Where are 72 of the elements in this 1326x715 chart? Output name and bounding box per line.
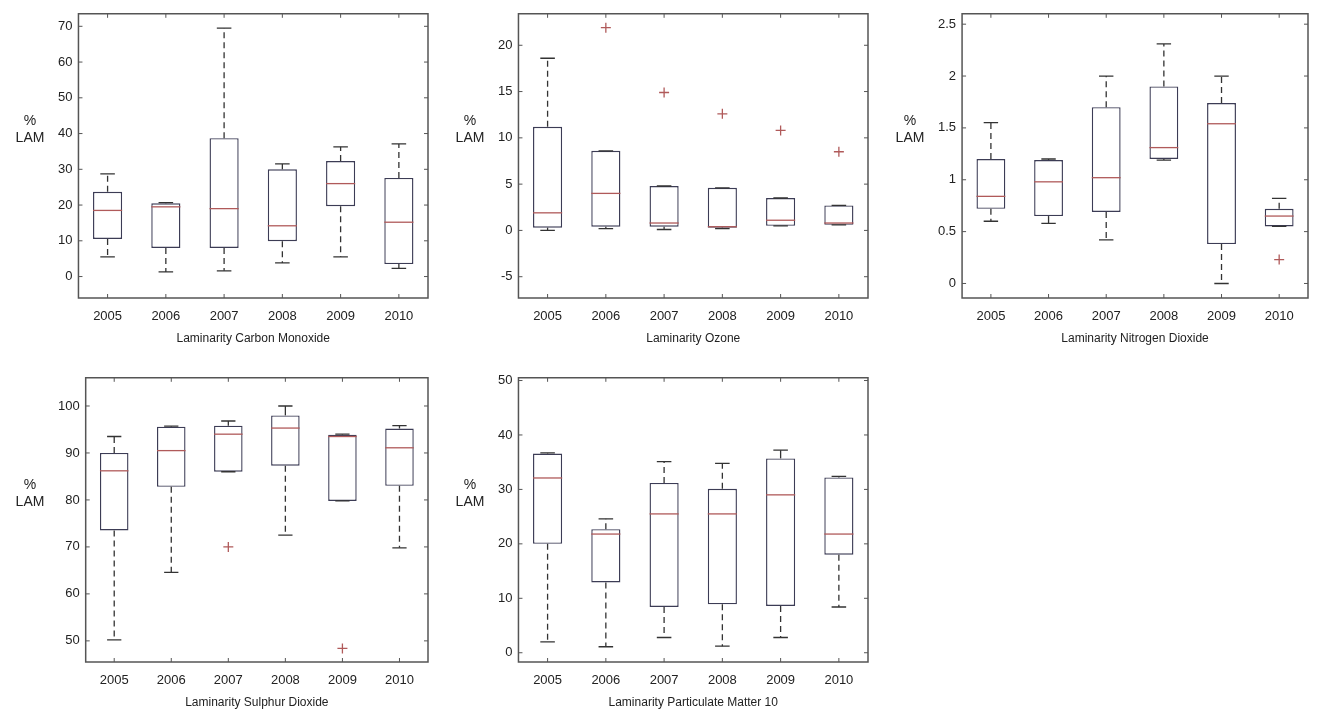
y-axis-title: % LAM: [14, 476, 46, 510]
x-axis-title: Laminarity Ozone: [646, 331, 741, 346]
y-tick-label: 100: [57, 397, 80, 413]
y-axis-title: % LAM: [894, 112, 926, 146]
y-tick-label: 80: [65, 491, 80, 507]
y-axis-title: % LAM: [454, 112, 486, 146]
y-tick-label: 20: [497, 36, 513, 52]
y-tick-label: 30: [497, 480, 513, 496]
y-tick-label: 0.5: [937, 223, 957, 239]
x-tick-label: 2007: [649, 672, 679, 688]
x-axis-title: Laminarity Particulate Matter 10: [608, 695, 779, 710]
y-tick-label: 1: [948, 171, 957, 187]
x-tick-label: 2010: [384, 308, 414, 324]
y-tick-label: 2.5: [937, 15, 957, 31]
y-tick-label: 1.5: [937, 119, 957, 135]
x-tick-label: 2009: [1207, 308, 1236, 324]
y-tick-label: 50: [65, 632, 80, 648]
x-tick-label: 2006: [1034, 308, 1064, 324]
y-tick-label: -5: [500, 268, 513, 284]
y-tick-label: 15: [497, 83, 513, 99]
x-tick-label: 2009: [766, 672, 796, 688]
x-tick-label: 2008: [707, 672, 737, 688]
x-tick-label: 2006: [591, 308, 621, 324]
x-tick-label: 2005: [99, 672, 129, 688]
x-tick-label: 2005: [533, 308, 563, 324]
x-tick-label: 2008: [270, 672, 300, 688]
x-tick-label: 2008: [707, 308, 737, 324]
x-tick-label: 2008: [1149, 308, 1179, 324]
y-tick-label: 40: [57, 125, 73, 141]
y-tick-label: 0: [505, 222, 513, 237]
x-tick-label: 2009: [326, 308, 356, 324]
x-tick-label: 2007: [649, 308, 679, 324]
x-tick-label: 2009: [327, 672, 357, 688]
x-tick-label: 2010: [385, 672, 414, 688]
y-tick-label: 90: [65, 444, 80, 460]
y-tick-label: 50: [57, 89, 73, 105]
y-tick-label: 0: [65, 268, 73, 284]
x-tick-label: 2006: [151, 308, 181, 324]
y-axis-title: % LAM: [454, 476, 486, 510]
x-tick-label: 2008: [267, 308, 297, 324]
x-tick-label: 2007: [209, 308, 239, 324]
y-tick-label: 10: [57, 232, 73, 248]
y-tick-label: 10: [497, 589, 513, 605]
y-tick-label: 20: [497, 535, 513, 551]
x-tick-label: 2006: [156, 672, 186, 688]
y-tick-label: 70: [65, 538, 80, 554]
x-tick-label: 2010: [824, 672, 854, 688]
x-tick-label: 2005: [533, 672, 563, 688]
y-axis-title: % LAM: [14, 112, 46, 146]
y-tick-label: 0: [948, 275, 957, 291]
x-tick-label: 2009: [766, 308, 796, 324]
x-tick-label: 2007: [213, 672, 243, 688]
y-tick-label: 70: [57, 17, 73, 33]
x-tick-label: 2010: [824, 308, 854, 324]
x-tick-label: 2007: [1091, 308, 1121, 324]
x-axis-title: Laminarity Nitrogen Dioxide: [1061, 331, 1210, 346]
y-tick-label: 2: [948, 67, 957, 83]
y-tick-label: 50: [497, 372, 513, 388]
x-axis-title: Laminarity Sulphur Dioxide: [185, 695, 329, 710]
x-tick-label: 2006: [591, 672, 621, 688]
y-tick-label: 60: [57, 53, 73, 69]
y-tick-label: 20: [57, 196, 73, 212]
x-tick-label: 2005: [976, 308, 1006, 324]
y-tick-label: 40: [497, 426, 513, 442]
y-tick-label: 0: [505, 644, 513, 660]
x-tick-label: 2010: [1264, 308, 1294, 324]
y-tick-label: 60: [65, 585, 80, 601]
y-tick-label: 30: [57, 160, 73, 176]
y-tick-label: 5: [505, 175, 513, 191]
x-axis-title: Laminarity Carbon Monoxide: [176, 331, 331, 346]
y-tick-label: 10: [497, 129, 513, 145]
x-tick-label: 2005: [93, 308, 123, 324]
